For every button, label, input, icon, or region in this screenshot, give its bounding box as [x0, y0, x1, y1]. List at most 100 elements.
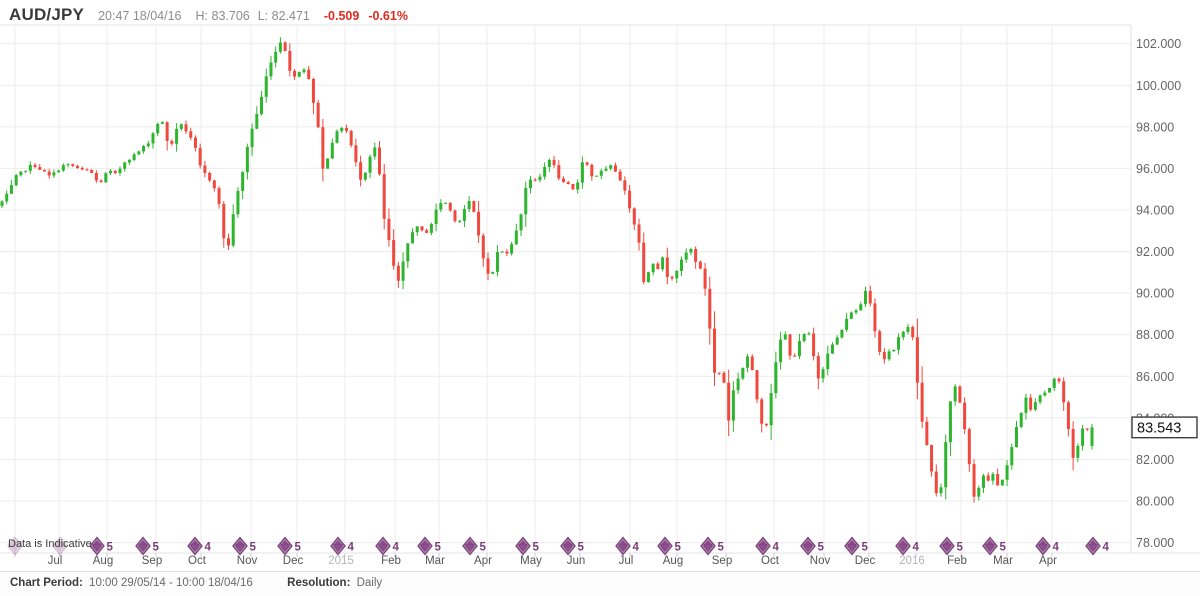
- event-marker-count: 5: [153, 542, 160, 554]
- event-marker[interactable]: 5: [657, 536, 682, 556]
- event-marker[interactable]: 4: [375, 536, 400, 556]
- event-marker-count: 4: [348, 542, 355, 554]
- candle: [845, 312, 849, 332]
- candle-body: [1062, 381, 1066, 403]
- candle-body: [746, 356, 750, 368]
- candle: [411, 228, 415, 244]
- candle: [90, 169, 94, 174]
- event-marker[interactable]: 5: [982, 536, 1007, 556]
- candle-body: [915, 337, 919, 383]
- candle: [288, 43, 292, 77]
- candle-body: [557, 165, 561, 179]
- candle: [255, 106, 259, 130]
- candle: [963, 397, 967, 435]
- candle-body: [991, 474, 995, 481]
- event-marker[interactable]: 5: [800, 536, 825, 556]
- candle: [821, 366, 825, 383]
- candle-body: [930, 445, 934, 472]
- candle: [99, 179, 103, 183]
- candle-body: [288, 50, 292, 71]
- event-marker[interactable]: 5: [417, 536, 442, 556]
- candle: [642, 232, 646, 285]
- event-marker[interactable]: 5: [560, 536, 585, 556]
- event-marker[interactable]: 5: [89, 536, 114, 556]
- candle: [1081, 424, 1085, 451]
- candle: [816, 352, 820, 390]
- event-marker[interactable]: 5: [515, 536, 540, 556]
- candle-body: [783, 334, 787, 340]
- y-axis-label: 100.000: [1136, 79, 1181, 93]
- candle-body: [137, 151, 141, 155]
- candle: [906, 323, 910, 335]
- candle-body: [576, 182, 580, 190]
- candle-body: [330, 142, 334, 159]
- candle-body: [439, 203, 443, 210]
- candle-body: [175, 128, 179, 144]
- x-axis-label: Aug: [93, 555, 113, 567]
- candle-body: [61, 165, 65, 171]
- candle: [797, 333, 801, 360]
- candle-body: [835, 337, 839, 345]
- event-marker-count: 5: [957, 542, 964, 554]
- candle-body: [212, 180, 216, 189]
- event-marker[interactable]: 4: [187, 536, 212, 556]
- event-marker[interactable]: 5: [700, 536, 725, 556]
- candle: [170, 139, 174, 146]
- event-marker[interactable]: 5: [135, 536, 160, 556]
- candle: [425, 228, 429, 234]
- candle-body: [849, 312, 853, 319]
- candle: [595, 175, 599, 177]
- candle: [528, 175, 532, 194]
- candle-body: [1057, 378, 1061, 382]
- candle: [981, 473, 985, 493]
- candle-body: [316, 102, 320, 128]
- candle-body: [505, 251, 509, 254]
- x-axis-label: Sep: [142, 555, 162, 567]
- y-axis-label: 92.000: [1136, 245, 1174, 259]
- candle: [1085, 428, 1089, 432]
- candle-body: [642, 242, 646, 283]
- x-axis-label: Dec: [855, 555, 876, 567]
- last-price-label: 83.543: [1131, 416, 1198, 439]
- candle-body: [580, 162, 584, 183]
- event-marker[interactable]: 4: [1085, 536, 1110, 556]
- candle-body: [670, 276, 674, 279]
- candle: [623, 176, 627, 195]
- candle-body: [1033, 402, 1037, 410]
- candle: [524, 181, 528, 227]
- candles: [0, 37, 1094, 503]
- candle: [24, 170, 28, 174]
- candle-body: [245, 147, 249, 173]
- candle: [967, 427, 971, 472]
- event-marker[interactable]: 5: [462, 536, 487, 556]
- x-axis-label: 2015: [328, 555, 354, 567]
- candle: [731, 381, 735, 432]
- event-marker[interactable]: 4: [615, 536, 640, 556]
- event-marker[interactable]: 5: [232, 536, 257, 556]
- event-marker[interactable]: 4: [755, 536, 780, 556]
- candle-body: [807, 333, 811, 335]
- candle: [760, 397, 764, 433]
- candle-body: [571, 183, 575, 190]
- price-chart[interactable]: 102.000 100.000 98.000 96.000 94.000 92.000 90…: [0, 0, 1200, 571]
- event-marker[interactable]: 5: [939, 536, 964, 556]
- candle: [250, 123, 254, 156]
- candle: [311, 77, 315, 115]
- candle-body: [429, 223, 433, 233]
- event-marker[interactable]: 4: [1035, 536, 1060, 556]
- event-marker[interactable]: 5: [844, 536, 869, 556]
- event-marker[interactable]: 5: [277, 536, 302, 556]
- event-marker-count: 5: [675, 542, 682, 554]
- candle-body: [1019, 412, 1023, 427]
- event-marker[interactable]: 4: [330, 536, 355, 556]
- x-axis-label: Apr: [1039, 555, 1057, 567]
- event-marker-count: 5: [718, 542, 725, 554]
- candle: [835, 335, 839, 346]
- candle-body: [651, 263, 655, 273]
- candle: [1024, 393, 1028, 420]
- candle: [637, 218, 641, 251]
- candle-body: [948, 401, 952, 443]
- event-marker[interactable]: 4: [895, 536, 920, 556]
- candle: [665, 247, 669, 285]
- event-marker-count: 4: [913, 542, 920, 554]
